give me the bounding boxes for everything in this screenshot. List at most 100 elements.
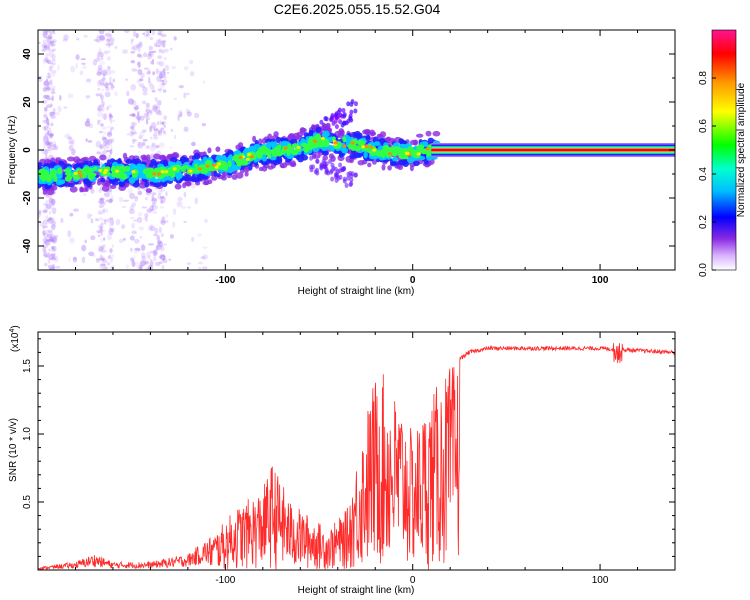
spectrogram-noise-cell	[96, 51, 101, 58]
spectrogram-hot-cell	[249, 155, 254, 159]
spectrogram-noise-cell	[104, 219, 107, 225]
spectrogram-noise-cell	[109, 223, 112, 230]
spectrogram-noise-cell	[51, 62, 56, 66]
spectrogram-ytick-label: -40	[22, 238, 33, 253]
spectrogram-ridge-cell	[413, 160, 420, 167]
spectrogram-noise-cell	[97, 80, 101, 87]
spectrogram-noise-cell	[42, 237, 48, 244]
spectrogram-noise-cell	[155, 145, 161, 148]
spectrogram-noise-cell	[51, 49, 55, 53]
colorbar-gradient	[711, 29, 737, 271]
spectrogram-noise-cell	[43, 209, 48, 214]
spectrogram-ridge-cell	[423, 141, 429, 148]
spectrogram-noise-cell	[201, 123, 206, 127]
spectrogram-noise-cell	[50, 111, 56, 115]
spectrogram-noise-cell	[89, 214, 93, 217]
spectrogram-hot-cell	[131, 170, 136, 174]
snr-ytick-label: 1.0	[22, 427, 33, 441]
spectrogram-noise-cell	[130, 60, 136, 64]
spectrogram-noise-cell	[151, 90, 156, 93]
spectrogram-noise-cell	[50, 122, 54, 127]
spectrogram-noise-cell	[164, 64, 170, 71]
spectrogram-noise-cell	[83, 34, 88, 38]
spectrogram-noise-cell	[44, 237, 48, 245]
spectrogram-hot-cell	[238, 155, 243, 160]
spectrogram-noise-cell	[95, 140, 102, 148]
spectrogram-noise-cell	[55, 265, 61, 269]
spectrogram-noise-cell	[110, 265, 115, 270]
spectrogram-noise-cell	[202, 253, 209, 260]
spectrogram-noise-cell	[54, 255, 59, 263]
spectrogram-noise-cell	[104, 200, 107, 205]
spectrogram-noise-cell	[145, 215, 148, 222]
spectrogram-ytick-label: 20	[22, 96, 33, 108]
spectrogram-noise-cell	[155, 39, 162, 47]
spectrogram-noise-cell	[45, 36, 48, 40]
spectrogram-noise-cell	[156, 234, 161, 242]
spectrogram-spur-cell	[342, 112, 347, 118]
spectrogram-ridge-cell	[66, 174, 72, 181]
spectrogram-noise-cell	[163, 220, 169, 224]
snr-xtick-label: 0	[410, 575, 416, 586]
colorbar-tick-label: 0.6	[698, 119, 709, 133]
spectrogram-noise-cell	[100, 54, 104, 61]
spectrogram-noise-cell	[121, 205, 126, 209]
spectrogram-noise-cell	[49, 133, 54, 137]
spectrogram-noise-cell	[108, 228, 114, 236]
spectrogram-noise-cell	[110, 70, 116, 74]
spectrogram-noise-cell	[57, 64, 60, 71]
spectrogram-spur-cell	[342, 120, 347, 126]
spectrogram-noise-cell	[130, 51, 136, 54]
spectrogram-ridge-cell	[138, 182, 147, 189]
spectrogram-noise-cell	[46, 42, 53, 46]
spectrogram-noise-cell	[142, 92, 148, 96]
spectrogram-ridge-cell	[289, 160, 296, 167]
spectrogram-ridge-cell	[93, 166, 98, 171]
spectrogram-spur-cell	[334, 172, 339, 178]
spectrogram-noise-cell	[103, 136, 107, 141]
spectrogram-noise-cell	[157, 55, 163, 60]
spectrogram-noise-cell	[151, 142, 156, 146]
spectrogram-noise-cell	[191, 141, 196, 147]
spectrogram-noise-cell	[160, 49, 166, 54]
spectrogram-noise-cell	[106, 132, 113, 137]
spectrogram-noise-cell	[152, 192, 157, 196]
snr-xtick-label: -100	[215, 575, 235, 586]
spectrogram-noise-cell	[101, 77, 106, 80]
spectrogram-noise-cell	[86, 78, 92, 83]
spectrogram-noise-cell	[50, 224, 57, 229]
spectrogram-ridge-cell	[41, 171, 48, 179]
spectrogram-noise-cell	[48, 97, 53, 101]
spectrogram-noise-cell	[108, 44, 111, 49]
spectrogram-noise-cell	[160, 195, 166, 203]
spectrogram-ridge-cell	[67, 156, 75, 162]
spectrogram-ridge-cell	[256, 149, 265, 156]
spectrogram-noise-cell	[97, 209, 102, 214]
spectrogram-ridge-cell	[388, 146, 396, 152]
spectrogram-noise-cell	[110, 144, 113, 152]
spectrogram-noise-cell	[170, 128, 173, 133]
spectrogram-noise-cell	[43, 94, 50, 99]
spectrogram-noise-cell	[155, 144, 160, 149]
spectrogram-ytick-label: 40	[22, 48, 33, 60]
spectrogram-noise-cell	[133, 44, 138, 52]
spectrogram-noise-cell	[137, 186, 141, 190]
spectrogram-noise-cell	[46, 30, 51, 33]
spectrogram-noise-cell	[103, 113, 106, 121]
spectrogram-noise-cell	[186, 111, 192, 117]
spectrogram-noise-cell	[164, 48, 169, 53]
spectrogram-noise-cell	[160, 254, 163, 257]
spectrogram-ridge-cell	[248, 164, 253, 171]
spectrogram-noise-cell	[137, 45, 141, 53]
spectrogram-noise-cell	[43, 253, 46, 257]
spectrogram-ridge-cell	[312, 154, 321, 159]
spectrogram-spur-cell	[330, 176, 335, 182]
spectrogram-noise-cell	[110, 84, 114, 91]
spectrogram-ridge-cell	[180, 156, 188, 164]
spectrogram-spur-cell	[338, 119, 343, 125]
spectrogram-noise-cell	[129, 216, 135, 220]
spectrogram-ridge-cell	[176, 173, 181, 181]
spectrogram-ridge-cell	[379, 131, 387, 138]
spectrogram-noise-cell	[108, 113, 112, 118]
